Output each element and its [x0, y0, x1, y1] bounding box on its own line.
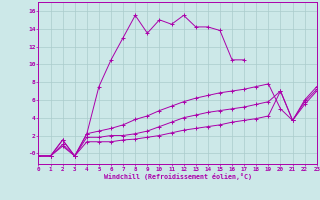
- X-axis label: Windchill (Refroidissement éolien,°C): Windchill (Refroidissement éolien,°C): [104, 173, 252, 180]
